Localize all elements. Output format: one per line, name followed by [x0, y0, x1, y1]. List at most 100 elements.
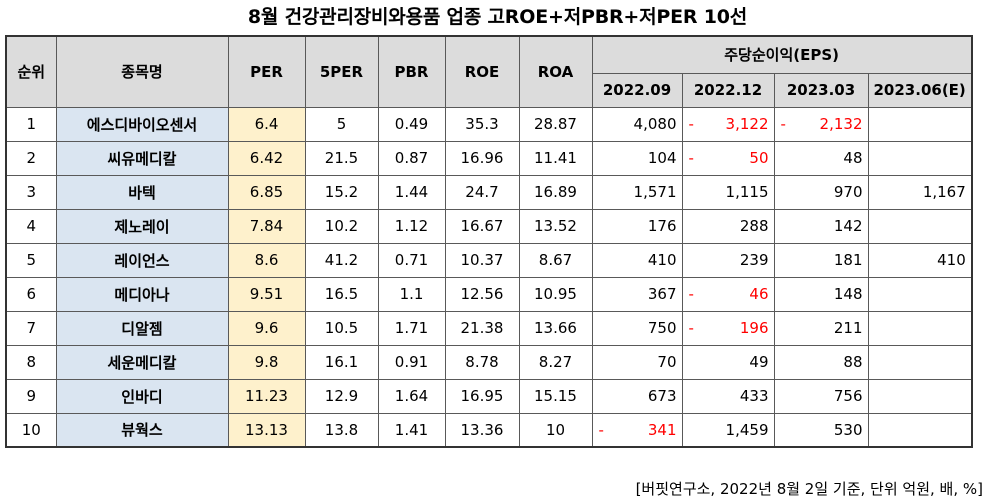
eps-value: 2,132	[819, 115, 863, 133]
eps-cell: 288	[681, 208, 775, 244]
roa-cell: 13.66	[518, 310, 593, 346]
eps-value: 756	[833, 387, 863, 405]
rank-cell: 5	[5, 242, 57, 278]
eps-value: 673	[647, 387, 677, 405]
eps-cell: 211	[773, 310, 869, 346]
eps-cell: - 50	[681, 140, 775, 176]
per-cell: 6.42	[227, 140, 306, 176]
rank-cell: 8	[5, 344, 57, 380]
table-row: 1 에스디바이오센서 6.4 5 0.49 35.3 28.87 4,080-3,122-2,…	[5, 106, 973, 142]
eps-cell: 49	[681, 344, 775, 380]
eps-value: 410	[937, 251, 966, 269]
eps-value: 196	[739, 319, 769, 337]
roa-cell: 8.27	[518, 344, 593, 380]
stock-name-cell: 씨유메디칼	[55, 140, 229, 176]
per5-cell: 13.8	[304, 412, 379, 448]
eps-cell: 410	[591, 242, 683, 278]
eps-value: 341	[647, 420, 677, 439]
per5-cell: 15.2	[304, 174, 379, 210]
eps-cell: 410	[867, 242, 973, 278]
eps-value: 88	[843, 353, 863, 371]
eps-value: 181	[833, 251, 863, 269]
stock-name-cell: 세운메디칼	[55, 344, 229, 380]
per5-cell: 21.5	[304, 140, 379, 176]
eps-value: 1,459	[725, 420, 769, 439]
eps-cell: 4,080	[591, 106, 683, 142]
eps-cell: - 2,132	[773, 106, 869, 142]
eps-cell: - 46	[681, 276, 775, 312]
stock-name-cell: 뷰웍스	[55, 412, 229, 448]
negative-sign: -	[688, 115, 694, 133]
negative-sign: -	[598, 420, 604, 439]
eps-value: 142	[833, 217, 863, 235]
eps-cell: 176	[591, 208, 683, 244]
eps-value: 104	[647, 149, 677, 167]
rank-cell: 3	[5, 174, 57, 210]
roe-cell: 16.96	[444, 140, 520, 176]
roe-cell: 16.95	[444, 378, 520, 414]
header-eps-group: 주당순이익(EPS)	[591, 35, 973, 74]
table-row: 4 제노레이 7.84 10.2 1.12 16.67 13.52 176 288 142	[5, 208, 973, 244]
eps-value: 48	[843, 149, 863, 167]
roa-cell: 8.67	[518, 242, 593, 278]
eps-cell: 148	[773, 276, 869, 312]
eps-cell	[867, 412, 973, 448]
header-rank: 순위	[5, 35, 57, 108]
roe-cell: 13.36	[444, 412, 520, 448]
eps-cell: 48	[773, 140, 869, 176]
eps-cell: 104	[591, 140, 683, 176]
pbr-cell: 0.87	[377, 140, 446, 176]
header-eps-period: 2022.12	[681, 72, 775, 108]
roe-cell: 16.67	[444, 208, 520, 244]
eps-value: 288	[739, 217, 769, 235]
table-row: 7 디알젬 9.6 10.5 1.71 21.38 13.66 750- 196 211	[5, 310, 973, 346]
per-cell: 6.85	[227, 174, 306, 210]
header-eps-period: 2023.03	[773, 72, 869, 108]
stock-table: 순위 종목명 PER 5PER PBR ROE ROA 주당순이익(EPS) 2…	[5, 35, 973, 448]
roe-cell: 35.3	[444, 106, 520, 142]
source-note: [버핏연구소, 2022년 8월 2일 기준, 단위 억원, 배, %]	[635, 480, 983, 498]
pbr-cell: 1.12	[377, 208, 446, 244]
rank-cell: 7	[5, 310, 57, 346]
eps-value: 50	[749, 149, 769, 167]
rank-cell: 9	[5, 378, 57, 414]
eps-value: 49	[749, 353, 769, 371]
eps-value: 367	[647, 285, 677, 303]
roe-cell: 8.78	[444, 344, 520, 380]
stock-name-cell: 인바디	[55, 378, 229, 414]
table-row: 5 레이언스 8.6 41.2 0.71 10.37 8.67 410 239 181 410	[5, 242, 973, 278]
rank-cell: 6	[5, 276, 57, 312]
roa-cell: 13.52	[518, 208, 593, 244]
table-row: 6 메디아나 9.51 16.5 1.1 12.56 10.95 367- 46 148	[5, 276, 973, 312]
eps-cell: 970	[773, 174, 869, 210]
roa-cell: 11.41	[518, 140, 593, 176]
eps-value: 970	[833, 183, 863, 201]
eps-cell: 1,571	[591, 174, 683, 210]
per-cell: 9.51	[227, 276, 306, 312]
header-roe: ROE	[444, 35, 520, 108]
roe-cell: 10.37	[444, 242, 520, 278]
header-per: PER	[227, 35, 306, 108]
header-eps-period: 2023.06(E)	[867, 72, 973, 108]
per5-cell: 12.9	[304, 378, 379, 414]
per-cell: 7.84	[227, 208, 306, 244]
eps-value: 148	[833, 285, 863, 303]
eps-cell	[867, 208, 973, 244]
stock-name-cell: 바텍	[55, 174, 229, 210]
stock-name-cell: 레이언스	[55, 242, 229, 278]
eps-cell: 367	[591, 276, 683, 312]
roa-cell: 10.95	[518, 276, 593, 312]
eps-value: 70	[657, 353, 677, 371]
stock-name-cell: 디알젬	[55, 310, 229, 346]
eps-cell: 70	[591, 344, 683, 380]
pbr-cell: 1.64	[377, 378, 446, 414]
eps-cell	[867, 140, 973, 176]
per5-cell: 5	[304, 106, 379, 142]
per5-cell: 16.5	[304, 276, 379, 312]
eps-value: 410	[647, 251, 677, 269]
eps-cell: 530	[773, 412, 869, 448]
pbr-cell: 0.91	[377, 344, 446, 380]
roa-cell: 15.15	[518, 378, 593, 414]
eps-value: 1,571	[633, 183, 677, 201]
eps-cell: 1,115	[681, 174, 775, 210]
